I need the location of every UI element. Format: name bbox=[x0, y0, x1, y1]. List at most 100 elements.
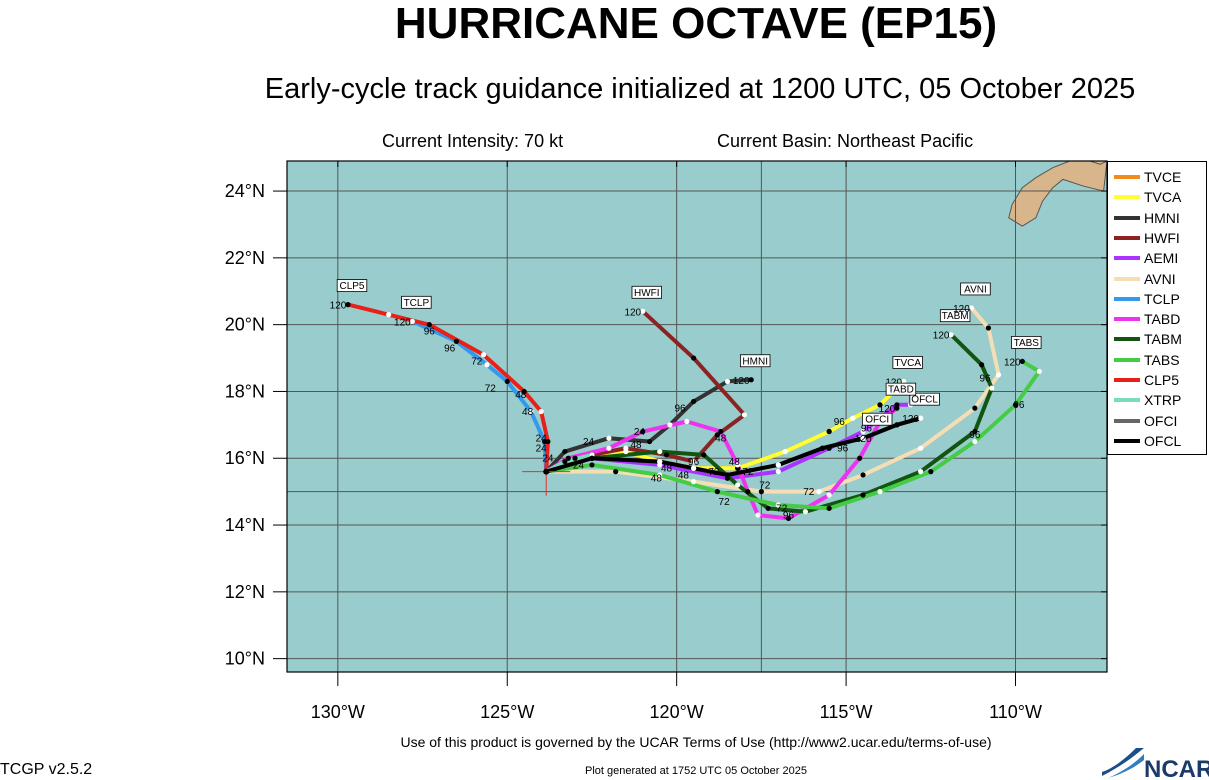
model-end-label: TABD bbox=[888, 385, 914, 396]
track-point-tvca bbox=[901, 378, 907, 385]
legend-item-tclp: TCLP bbox=[1114, 290, 1180, 308]
track-point-tclp bbox=[528, 408, 534, 415]
lon-tick-label: 130°W bbox=[311, 702, 365, 722]
track-point-avni bbox=[968, 305, 975, 311]
legend-label: OFCI bbox=[1144, 412, 1178, 429]
track-point-hmni bbox=[606, 435, 612, 441]
legend-swatch bbox=[1114, 378, 1140, 382]
legend-item-tabd: TABD bbox=[1114, 310, 1180, 328]
legend-swatch bbox=[1114, 317, 1140, 322]
legend-swatch bbox=[1114, 398, 1140, 403]
legend-label: TVCA bbox=[1144, 189, 1182, 206]
land-mass-0 bbox=[1008, 161, 1107, 227]
track-point-aemi bbox=[775, 469, 781, 475]
track-point-tabd bbox=[857, 455, 863, 461]
track-point-tvca bbox=[877, 402, 883, 408]
legend-label: TABD bbox=[1144, 311, 1181, 328]
forecast-hour-label: 48 bbox=[715, 434, 727, 445]
forecast-hour-label: 24 bbox=[536, 434, 548, 445]
track-point-hwfi bbox=[640, 308, 646, 314]
track-hmni bbox=[544, 377, 754, 474]
forecast-hour-label: 24 bbox=[573, 460, 585, 471]
legend-item-clp5: CLP5 bbox=[1114, 371, 1179, 389]
legend-swatch bbox=[1114, 357, 1140, 362]
forecast-hour-label: 72 bbox=[759, 480, 771, 491]
model-end-label: TCLP bbox=[404, 298, 430, 309]
track-point-hmni bbox=[691, 398, 697, 405]
track-point-tabs bbox=[1019, 358, 1025, 364]
forecast-hour-label: 24 bbox=[542, 454, 554, 465]
track-point-tabs bbox=[877, 489, 883, 495]
track-point-clp5 bbox=[521, 388, 527, 395]
model-end-box bbox=[861, 412, 893, 426]
lon-tick-label: 120°W bbox=[650, 702, 704, 722]
legend-item-ofcl: OFCL bbox=[1114, 432, 1181, 450]
legend-swatch bbox=[1114, 296, 1140, 301]
legend-swatch bbox=[1114, 256, 1140, 261]
track-point-tvca bbox=[850, 415, 856, 421]
model-end-hour: 120 bbox=[1004, 357, 1021, 368]
plot-generated: Plot generated at 1752 UTC 05 October 20… bbox=[585, 765, 807, 777]
model-legend: TVCE TVCA HMNI HWFI AEMI AVNI TCLP TABD TABM TABS… bbox=[1107, 161, 1207, 455]
track-point-clp5 bbox=[426, 322, 432, 328]
track-point-ofcl bbox=[894, 422, 900, 428]
legend-item-xtrp: XTRP bbox=[1114, 391, 1181, 409]
page-title: HURRICANE OCTAVE (EP15) bbox=[394, 0, 998, 48]
track-point-tabm bbox=[860, 492, 866, 498]
lon-tick-label: 110°W bbox=[989, 702, 1042, 722]
track-point-tabd bbox=[684, 418, 690, 425]
track-point-ofcl bbox=[724, 472, 731, 478]
forecast-hour-label: 72 bbox=[719, 497, 731, 508]
page-subtitle: Early-cycle track guidance initialized a… bbox=[264, 73, 1136, 105]
legend-swatch bbox=[1114, 438, 1140, 443]
track-point-tabm bbox=[657, 448, 663, 455]
forecast-hour-label: 24 bbox=[583, 437, 595, 448]
track-point-tabs bbox=[972, 438, 978, 445]
model-end-hour: 120 bbox=[933, 331, 950, 342]
legend-swatch bbox=[1114, 276, 1140, 281]
model-end-hour: 120 bbox=[733, 376, 750, 387]
track-point-tvca bbox=[691, 465, 697, 471]
forecast-hour-label: 96 bbox=[424, 327, 436, 338]
lat-tick-label: 24°N bbox=[225, 181, 265, 201]
model-end-label: TABM bbox=[942, 311, 969, 322]
legend-item-hwfi: HWFI bbox=[1114, 229, 1180, 247]
model-end-hour: 120 bbox=[879, 404, 896, 415]
track-tabs bbox=[544, 359, 1042, 511]
track-point-ofcl bbox=[860, 435, 866, 441]
track-point-avni bbox=[972, 405, 978, 411]
track-point-hwfi bbox=[691, 355, 697, 361]
lat-tick-label: 22°N bbox=[225, 248, 265, 268]
forecast-hour-label: 48 bbox=[729, 457, 741, 468]
forecast-hour-label: 48 bbox=[515, 390, 527, 401]
track-point-tabd bbox=[640, 428, 646, 435]
model-end-box bbox=[909, 392, 940, 406]
track-point-tabm bbox=[735, 482, 741, 488]
track-point-tabd bbox=[565, 455, 571, 461]
legend-label: TABM bbox=[1144, 331, 1182, 348]
legend-label: AVNI bbox=[1144, 270, 1176, 287]
track-point-tabd bbox=[718, 428, 724, 435]
legend-item-aemi: AEMI bbox=[1114, 249, 1178, 267]
track-point-tabd bbox=[745, 489, 751, 495]
version-label: TCGP v2.5.2 bbox=[0, 761, 93, 778]
model-end-label: TABS bbox=[1014, 338, 1040, 349]
track-tabd bbox=[544, 406, 899, 521]
track-point-aemi bbox=[826, 445, 832, 451]
track-point-tabs bbox=[1012, 402, 1019, 408]
forecast-hour-label: 48 bbox=[522, 407, 534, 418]
track-point-ofcl bbox=[918, 415, 924, 421]
track-point-tclp bbox=[453, 338, 460, 344]
legend-label: AEMI bbox=[1144, 250, 1179, 267]
model-end-label: HWFI bbox=[634, 288, 660, 299]
lon-tick-label: 115°W bbox=[820, 702, 873, 722]
track-point-hwfi bbox=[714, 432, 720, 438]
forecast-hour-label: 96 bbox=[861, 424, 873, 435]
legend-label: HMNI bbox=[1144, 209, 1180, 226]
track-point-clp5 bbox=[545, 438, 551, 445]
track-point-avni bbox=[691, 479, 697, 485]
lat-tick-label: 12°N bbox=[225, 582, 265, 602]
model-end-hour: 120 bbox=[330, 301, 347, 312]
forecast-hour-label: 96 bbox=[969, 430, 981, 441]
